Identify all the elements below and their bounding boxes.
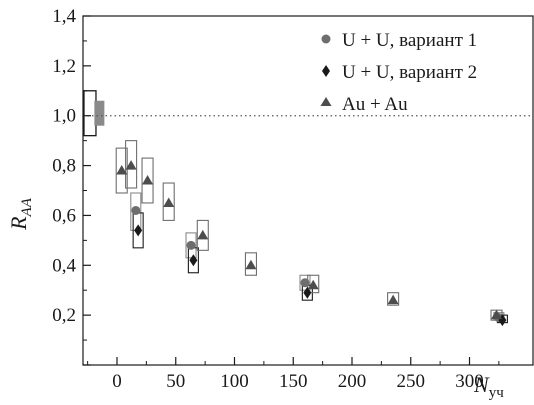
data-point-au-au (142, 175, 154, 185)
y-tick-label: 1,4 (52, 6, 76, 27)
legend-label-uu-variant1: U + U, вариант 1 (342, 30, 477, 51)
data-point-au-au (491, 309, 503, 320)
y-tick-label: 0,2 (52, 305, 76, 326)
legend: U + U, вариант 1 U + U, вариант 2 Au + A… (320, 30, 477, 115)
data-point-uu-variant1 (131, 205, 141, 215)
x-tick-label: 300 (455, 371, 484, 392)
data-point-uu-variant1 (186, 240, 196, 250)
normalization-box-open (83, 90, 97, 137)
systematic-boxes-layer (83, 90, 508, 324)
systematic-box (299, 274, 311, 291)
normalization-box-filled (94, 100, 105, 126)
systematic-box (244, 252, 257, 276)
axes (82, 15, 534, 366)
x-tick-label: 50 (166, 371, 185, 392)
data-point-uu-variant2 (189, 254, 198, 267)
x-tick-label: 250 (397, 371, 426, 392)
systematic-box (387, 292, 400, 306)
data-point-au-au (116, 165, 128, 175)
systematic-box (141, 157, 154, 204)
data-point-au-au (125, 160, 137, 170)
x-tick-label: 200 (338, 371, 367, 392)
data-point-au-au (197, 229, 209, 240)
systematic-box (115, 147, 128, 194)
y-tick-label: 1,2 (52, 56, 76, 77)
data-point-au-au (307, 279, 319, 290)
y-axis-label: RAA (6, 197, 35, 231)
systematic-box (125, 140, 138, 189)
systematic-box (162, 182, 175, 221)
legend-marker-uu-variant1 (321, 34, 331, 44)
data-point-au-au (163, 197, 175, 207)
x-tick-label: 150 (279, 371, 308, 392)
data-point-uu-variant1 (300, 278, 310, 288)
tick-labels: 0,2 0,4 0,6 0,8 1,0 1,2 1,4 0 50 100 150 200 250 300 (52, 6, 484, 392)
y-tick-label: 1,0 (52, 106, 76, 127)
legend-label-uu-variant2: U + U, вариант 2 (342, 62, 477, 83)
x-tick-label: 100 (220, 371, 249, 392)
y-tick-label: 0,4 (52, 255, 76, 276)
y-tick-label: 0,8 (52, 156, 76, 177)
data-point-uu-variant2 (134, 224, 143, 237)
legend-marker-au-au (320, 97, 332, 106)
y-tick-label: 0,6 (52, 205, 76, 226)
x-tick-label: 0 (112, 371, 122, 392)
data-point-au-au (245, 259, 257, 270)
data-point-au-au (387, 294, 399, 305)
legend-label-au-au: Au + Au (342, 94, 408, 115)
systematic-box (185, 232, 197, 259)
x-axis-label: Nуч (473, 372, 504, 401)
legend-marker-uu-variant2 (322, 65, 330, 77)
data-points-layer (116, 160, 507, 327)
data-point-uu-variant2 (303, 286, 312, 299)
systematic-box (196, 219, 209, 251)
